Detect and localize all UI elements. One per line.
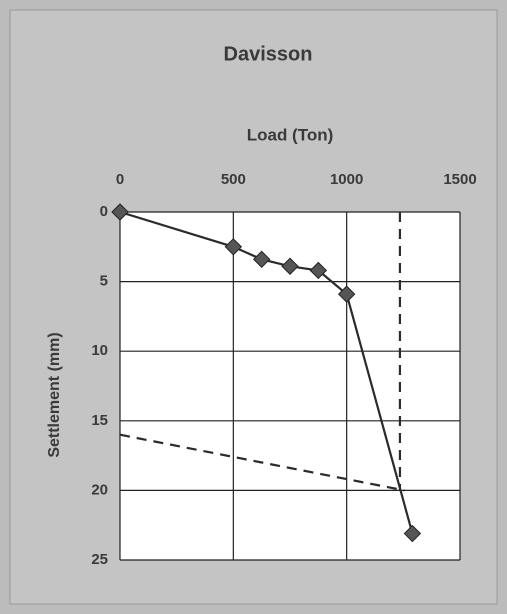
x-tick-label: 0: [116, 171, 124, 188]
y-tick-label: 5: [100, 273, 108, 290]
marker: [111, 203, 129, 221]
marker: [337, 285, 356, 303]
y-tick-label: 10: [91, 342, 108, 359]
chart-title: Davisson: [224, 43, 313, 65]
y-tick-label: 15: [91, 412, 108, 429]
marker: [224, 238, 243, 256]
y-axis-title: Settlement (mm): [46, 332, 63, 457]
y-tick-label: 0: [100, 203, 108, 220]
x-tick-label: 1000: [330, 171, 363, 188]
x-tick-label: 1500: [443, 171, 476, 188]
marker: [252, 250, 271, 269]
y-tick-label: 25: [91, 551, 108, 568]
marker: [309, 261, 328, 280]
series-line: [119, 433, 405, 492]
x-tick-label: 500: [221, 171, 246, 188]
x-axis-title: Load (Ton): [247, 125, 334, 144]
marker: [403, 524, 422, 543]
marker: [281, 257, 299, 275]
y-tick-label: 20: [91, 481, 108, 498]
